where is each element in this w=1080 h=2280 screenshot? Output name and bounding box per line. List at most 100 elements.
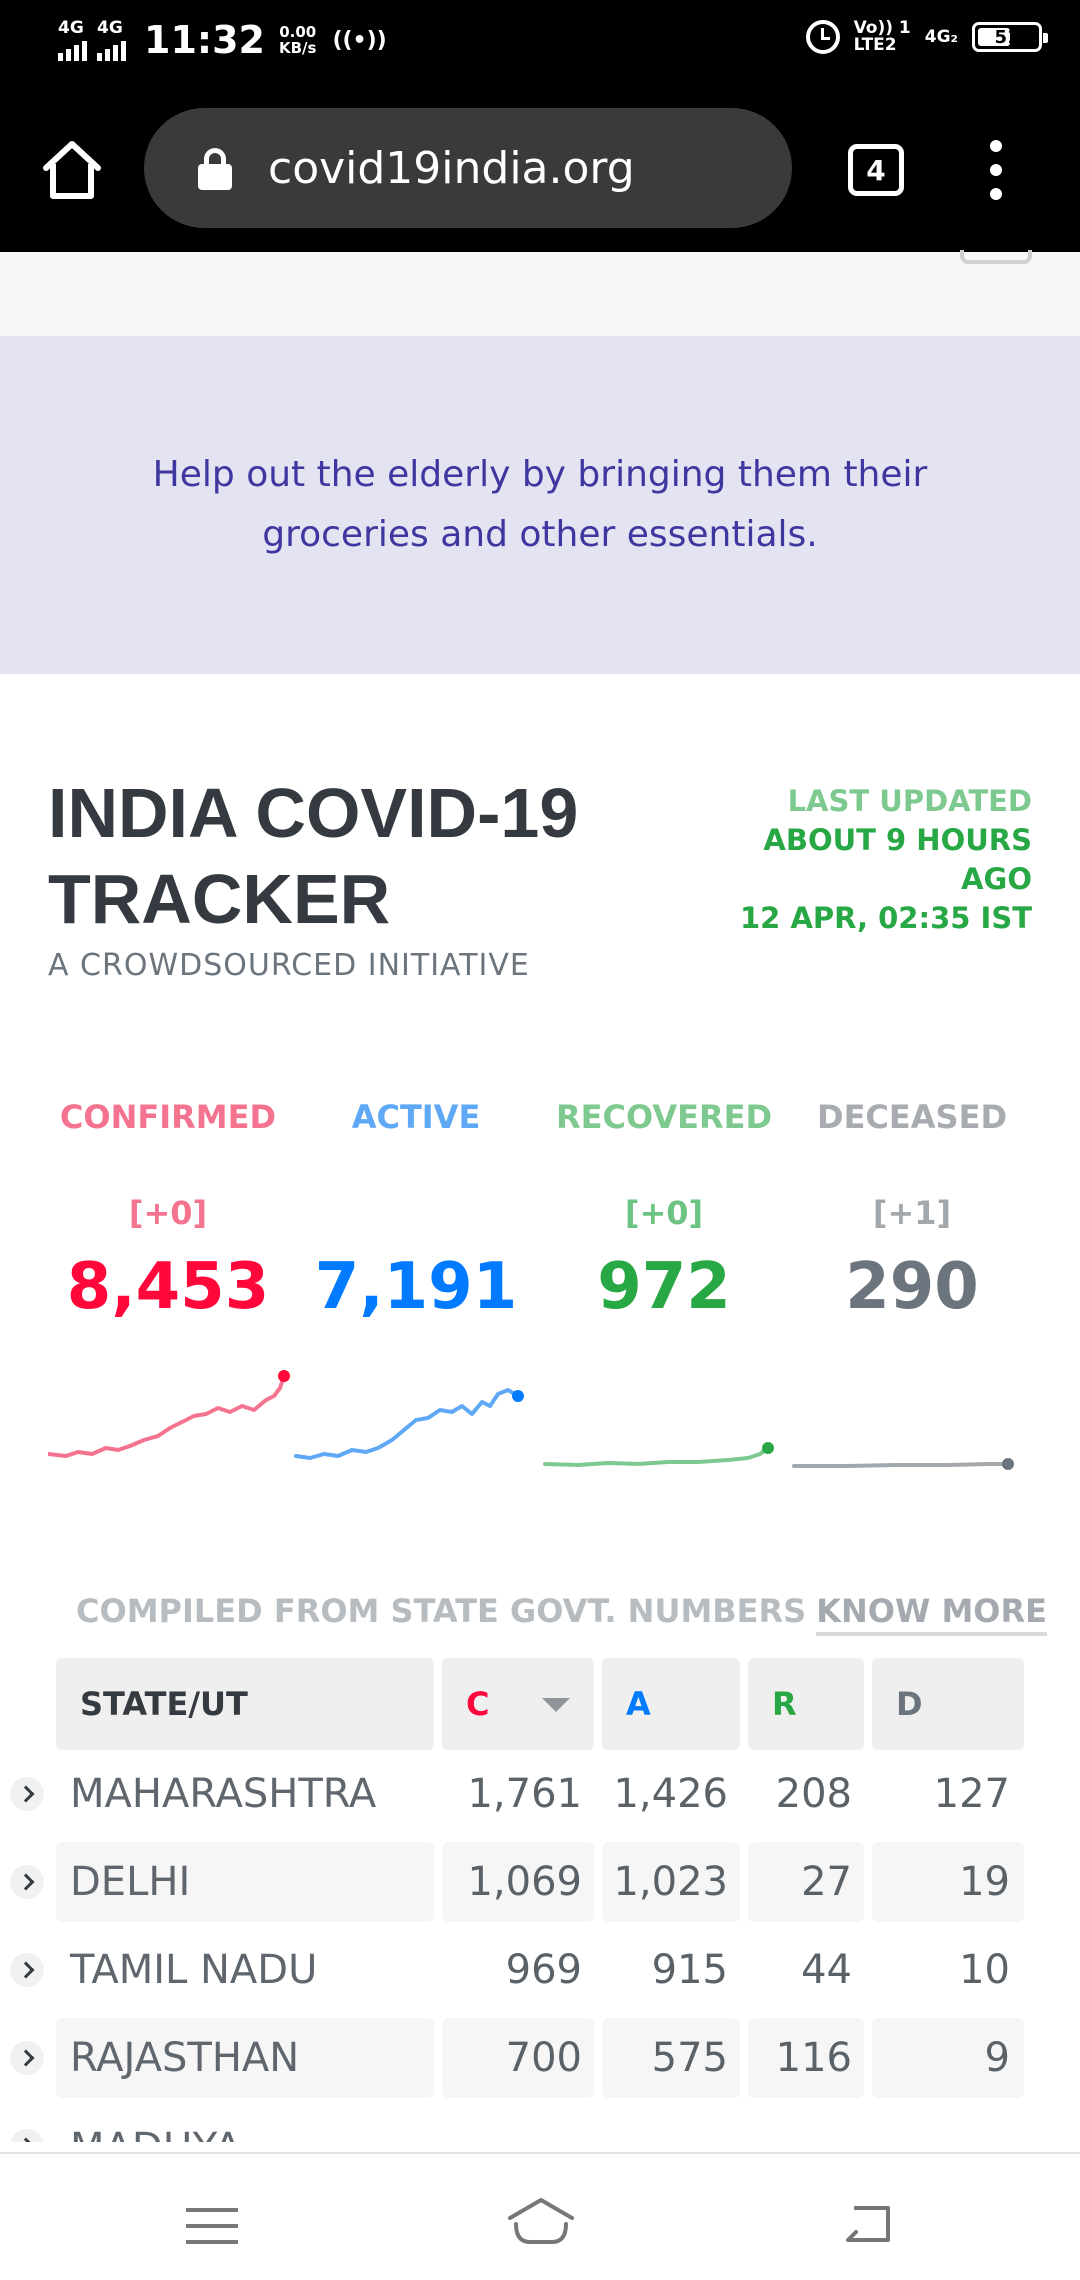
volte-line1: Vo)) 1 [853, 18, 911, 38]
stat-confirmed-value: 8,453 [66, 1250, 270, 1324]
volte-indicator: Vo)) 1 LTE2 [854, 20, 911, 54]
cell-confirmed: 1,761 [467, 1771, 582, 1817]
battery-icon: 51 [972, 22, 1048, 52]
volte-line2: LTE2 [853, 35, 897, 55]
compiled-text: COMPILED FROM STATE GOVT. NUMBERS [76, 1592, 807, 1630]
network-speed: 0.00 KB/s [279, 24, 316, 56]
back-nav-icon[interactable] [842, 2202, 894, 2246]
header-active[interactable]: A [602, 1658, 740, 1750]
stat-active-value: 7,191 [314, 1250, 518, 1324]
table-row[interactable]: RAJASTHAN 700 575 116 9 [0, 2014, 1080, 2102]
table-header: STATE/UT C A R D [0, 1658, 1080, 1750]
stat-active[interactable]: ACTIVE 7,191 [296, 1098, 536, 1324]
sparkline-recovered [543, 1442, 774, 1467]
know-more-link[interactable]: KNOW MORE [816, 1592, 1047, 1636]
hotspot-icon: ((•)) [332, 27, 387, 53]
cell-active: 1,023 [602, 1842, 740, 1922]
home-icon[interactable] [40, 138, 104, 202]
header-deceased[interactable]: D [872, 1658, 1024, 1750]
network-type-sim2: 4G [97, 17, 123, 38]
cell-recovered: 208 [775, 1771, 852, 1817]
last-updated: LAST UPDATED ABOUT 9 HOURS AGO 12 APR, 0… [712, 782, 1032, 938]
stat-active-label: ACTIVE [351, 1098, 481, 1136]
stat-confirmed-delta: [+0] [128, 1194, 208, 1232]
stat-recovered-delta: [+0] [624, 1194, 704, 1232]
network-type-sim1: 4G [58, 17, 84, 38]
sparkline-active-dot [512, 1390, 524, 1402]
header-confirmed[interactable]: C [442, 1658, 594, 1750]
cell-deceased: 127 [933, 1771, 1010, 1817]
stat-recovered[interactable]: RECOVERED [+0] 972 [544, 1098, 784, 1324]
cell-confirmed: 969 [505, 1947, 582, 1993]
signal-icon-sim2: 4G [97, 17, 126, 61]
home-nav-icon[interactable] [506, 2196, 576, 2246]
network-speed-value: 0.00 [279, 23, 317, 41]
table-row[interactable]: TAMIL NADU 969 915 44 10 [0, 1926, 1080, 2014]
last-updated-time: 12 APR, 02:35 IST [740, 901, 1032, 935]
stat-deceased-label: DECEASED [817, 1098, 1007, 1136]
stat-confirmed[interactable]: CONFIRMED [+0] 8,453 [48, 1098, 288, 1324]
last-updated-label: LAST UPDATED [787, 784, 1032, 818]
cell-state: MAHARASHTRA [70, 1771, 377, 1817]
compiled-note: COMPILED FROM STATE GOVT. NUMBERS KNOW MO… [76, 1592, 1047, 1636]
sparkline-active [294, 1388, 524, 1460]
url-text: covid19india.org [268, 142, 635, 194]
table-row[interactable]: DELHI 1,069 1,023 27 19 [0, 1838, 1080, 1926]
sort-caret-icon [542, 1698, 570, 1712]
status-bar: 4G 4G 11:32 0.00 KB/s ((•)) Vo)) 1 LTE2 … [0, 0, 1080, 84]
sparkline-deceased-dot [1002, 1458, 1014, 1470]
cell-state: MADHYA [56, 2108, 434, 2142]
cell-deceased: 10 [959, 1947, 1010, 1993]
sparkline-deceased [792, 1458, 1014, 1470]
signal-icon-sim1: 4G [58, 17, 87, 61]
tab-switcher-button[interactable]: 4 [848, 144, 904, 196]
cell-recovered: 116 [748, 2018, 864, 2098]
expand-chevron-icon[interactable] [10, 1953, 44, 1987]
cell-active: 1,426 [613, 1771, 728, 1817]
battery-level: 51 [994, 26, 1020, 48]
cell-deceased: 19 [872, 1842, 1024, 1922]
overflow-menu-icon[interactable] [986, 140, 1006, 200]
recents-menu-icon[interactable] [186, 2208, 238, 2244]
navbar-strip [0, 250, 1080, 336]
header-state[interactable]: STATE/UT [56, 1658, 434, 1750]
sparklines [48, 1370, 1014, 1470]
header-recovered[interactable]: R [748, 1658, 864, 1750]
menu-toggle-remnant[interactable] [960, 250, 1032, 264]
cell-state: RAJASTHAN [56, 2018, 434, 2098]
banner-text: Help out the elderly by bringing them th… [152, 454, 928, 555]
network-indicator: 4G₂ [924, 27, 958, 47]
expand-chevron-icon[interactable] [10, 1777, 44, 1811]
stat-deceased-delta: [+1] [872, 1194, 952, 1232]
table-row[interactable]: MAHARASHTRA 1,761 1,426 208 127 [0, 1750, 1080, 1838]
cell-deceased: 9 [872, 2018, 1024, 2098]
address-bar[interactable]: covid19india.org [144, 108, 792, 228]
expand-chevron-icon[interactable] [10, 1865, 44, 1899]
banner: Help out the elderly by bringing them th… [0, 336, 1080, 674]
stat-recovered-label: RECOVERED [555, 1098, 772, 1136]
sparkline-confirmed [48, 1370, 290, 1458]
lock-icon [198, 148, 232, 190]
expand-chevron-icon[interactable] [10, 2129, 44, 2142]
summary-stats: CONFIRMED [+0] 8,453 ACTIVE 7,191 RECOVE… [48, 1098, 1032, 1324]
header-confirmed-label: C [466, 1685, 490, 1723]
sparkline-recovered-dot [762, 1442, 774, 1454]
cell-active: 575 [602, 2018, 740, 2098]
cell-confirmed: 700 [442, 2018, 594, 2098]
stat-deceased[interactable]: DECEASED [+1] 290 [792, 1098, 1032, 1324]
cell-active: 915 [651, 1947, 728, 1993]
page-title: INDIA COVID-19 TRACKER [48, 774, 579, 938]
state-table: STATE/UT C A R D MAHARASHTRA 1,761 1,426… [0, 1658, 1080, 2142]
page-subtitle: A CROWDSOURCED INITIATIVE [48, 948, 530, 983]
page-header: INDIA COVID-19 TRACKER A CROWDSOURCED IN… [48, 770, 1032, 983]
cell-confirmed: 1,069 [442, 1842, 594, 1922]
stat-confirmed-label: CONFIRMED [59, 1098, 277, 1136]
stat-deceased-value: 290 [845, 1250, 979, 1324]
stat-recovered-value: 972 [597, 1250, 731, 1324]
table-row[interactable]: MADHYA [0, 2102, 1080, 2142]
browser-toolbar: covid19india.org 4 [0, 84, 1080, 252]
alarm-icon [805, 20, 840, 54]
expand-chevron-icon[interactable] [10, 2041, 44, 2075]
cell-recovered: 44 [801, 1947, 852, 1993]
cell-state: DELHI [56, 1842, 434, 1922]
